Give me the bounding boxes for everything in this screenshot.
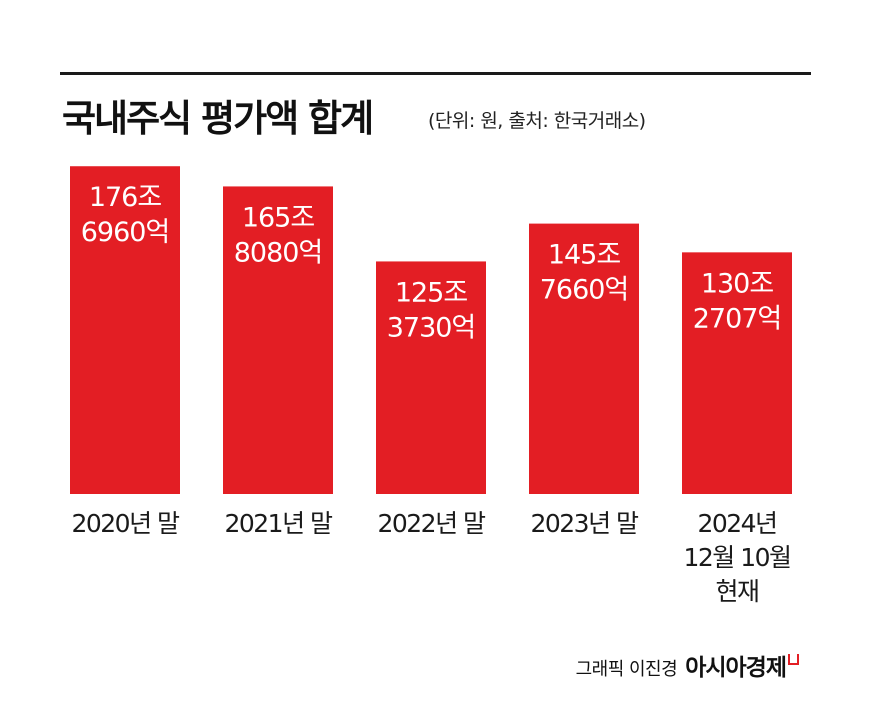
bar-1 — [70, 166, 180, 494]
bar-value-label: 165조 8080억 — [234, 202, 323, 268]
chart-title: 국내주식 평가액 합계 — [62, 97, 374, 140]
credit-line: 그래픽 이진경 아시아경제 — [576, 648, 799, 682]
bar-value-label: 125조 3730억 — [387, 277, 476, 343]
graphic-credit: 그래픽 이진경 — [575, 659, 678, 680]
x-tick-label: 2021년 말 — [224, 509, 333, 538]
bar-3 — [376, 261, 486, 494]
brand-logo: 아시아경제 — [685, 655, 787, 681]
x-tick-label: 2022년 말 — [377, 509, 486, 538]
x-tick-label: 2020년 말 — [71, 509, 180, 538]
x-tick-label: 2024년 12월 10월 현재 — [683, 509, 790, 606]
bar-value-label: 176조 6960억 — [81, 182, 170, 248]
bar-value-label: 130조 2707억 — [693, 268, 782, 334]
bar-value-label: 145조 7660억 — [540, 240, 629, 306]
bar-5 — [682, 252, 792, 494]
unit-source-note: (단위: 원, 출처: 한국거래소) — [428, 110, 646, 132]
bar-2 — [223, 186, 333, 495]
x-tick-label: 2023년 말 — [530, 509, 639, 538]
top-rule — [60, 72, 811, 75]
brand-mark-icon — [788, 654, 799, 665]
bar-4 — [529, 223, 639, 494]
